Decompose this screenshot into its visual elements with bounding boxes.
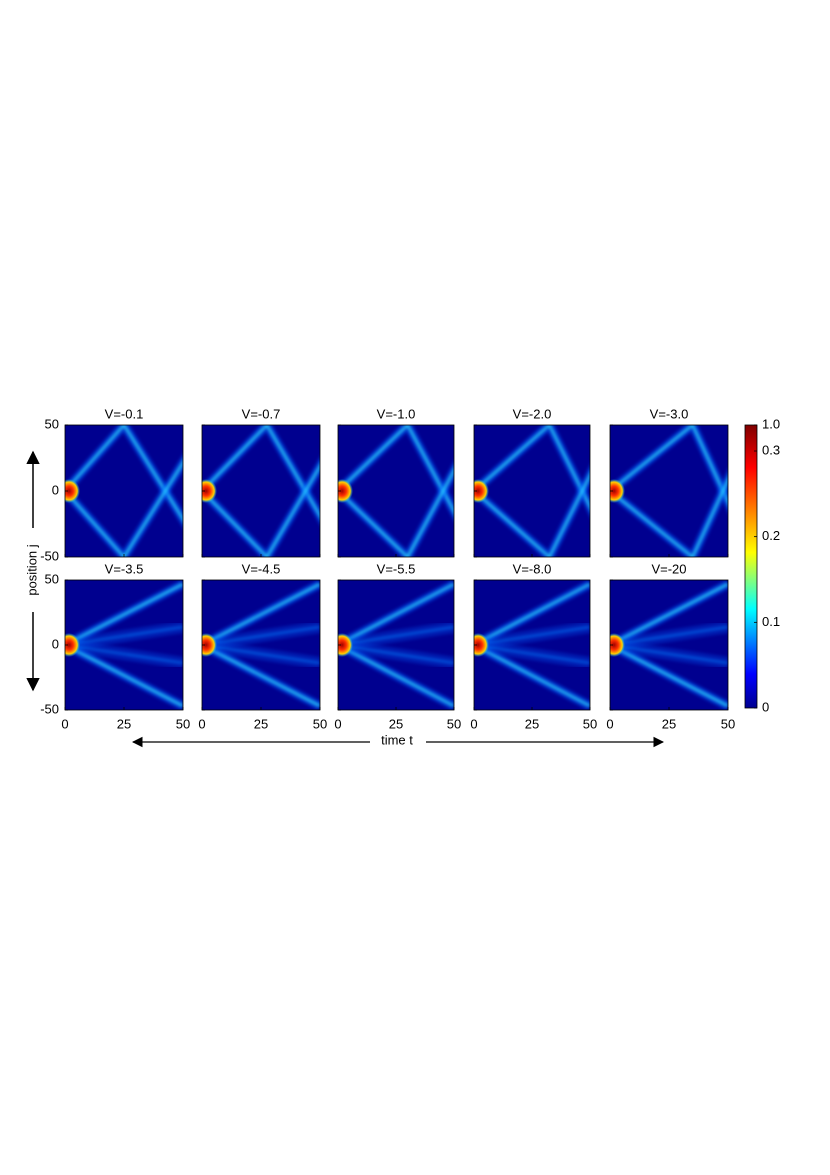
hot-spot	[610, 479, 625, 503]
wavefront	[65, 644, 183, 664]
wavefront	[202, 643, 320, 708]
wavefront	[202, 425, 320, 519]
heatmap-background	[474, 425, 590, 557]
wavefront	[474, 582, 590, 647]
panel-title: V=-8.0	[513, 561, 552, 576]
heatmap	[338, 425, 454, 557]
colorbar-tick-label: 0	[762, 699, 769, 714]
colorbar-tick-label: 0.1	[762, 614, 780, 629]
heatmap-background	[338, 425, 454, 557]
heatmap	[610, 580, 728, 710]
wavefront	[474, 425, 590, 510]
x-tick-label: 0	[334, 716, 341, 731]
x-tick-label: 25	[662, 716, 676, 731]
colorbar-tick-label: 0.3	[762, 442, 780, 457]
panel-title: V=-4.5	[242, 561, 281, 576]
x-tick-label: 0	[470, 716, 477, 731]
panel-title: V=-5.5	[377, 561, 416, 576]
wavefront	[338, 425, 454, 514]
wavefront	[610, 477, 728, 557]
x-tick-label: 50	[313, 716, 327, 731]
hot-spot	[474, 633, 489, 657]
wavefront	[202, 463, 320, 557]
y-tick-label: -50	[40, 701, 59, 716]
heatmap	[202, 425, 320, 557]
x-tick-label: 25	[254, 716, 268, 731]
panel-title: V=-3.5	[105, 561, 144, 576]
y-tick-label: 0	[52, 636, 59, 651]
label-bg	[25, 528, 41, 612]
panel-title: V=-0.7	[242, 406, 281, 421]
y-tick-label: 0	[52, 482, 59, 497]
heatmap	[65, 580, 183, 710]
x-tick-label: 25	[389, 716, 403, 731]
hot-spot	[610, 633, 625, 657]
panel-title: V=-3.0	[650, 406, 689, 421]
colorbar-tick-label: 0.2	[762, 528, 780, 543]
hot-spot	[474, 479, 489, 503]
x-tick-label: 50	[447, 716, 461, 731]
wavefront	[610, 425, 728, 505]
x-tick-label: 0	[606, 716, 613, 731]
hot-spot	[202, 633, 217, 657]
hot-spot	[65, 479, 80, 503]
y-tick-label: 50	[45, 416, 59, 431]
heatmap	[474, 425, 590, 557]
label-bg	[370, 733, 426, 751]
hot-spot	[65, 633, 80, 657]
hot-spot	[202, 479, 217, 503]
panel-title: V=-1.0	[377, 406, 416, 421]
x-tick-label: 25	[525, 716, 539, 731]
heatmap	[338, 580, 454, 710]
hot-spot	[338, 479, 353, 503]
x-axis-label: time t	[381, 732, 413, 747]
y-tick-label: -50	[40, 548, 59, 563]
wavefront	[474, 643, 590, 708]
wavefront	[65, 582, 183, 647]
wavefront	[65, 425, 183, 522]
x-tick-label: 0	[198, 716, 205, 731]
wavefront	[610, 582, 728, 647]
wavefront	[474, 472, 590, 557]
wavefront	[202, 582, 320, 647]
heatmap	[202, 580, 320, 710]
colorbar	[744, 424, 758, 709]
wavefront	[338, 468, 454, 557]
wavefront	[610, 643, 728, 708]
wavefront	[338, 643, 454, 708]
x-tick-label: 25	[117, 716, 131, 731]
y-tick-label: 50	[45, 571, 59, 586]
heatmap	[474, 580, 590, 710]
wavefront	[338, 582, 454, 647]
colorbar-tick-label: 1.0	[762, 416, 780, 431]
wavefront	[202, 644, 320, 664]
panel-title: V=-2.0	[513, 406, 552, 421]
panel-title: V=-20	[651, 561, 686, 576]
wavefront	[338, 644, 454, 664]
hot-spot	[338, 633, 353, 657]
wavefront	[474, 644, 590, 664]
x-tick-label: 50	[176, 716, 190, 731]
heatmap	[610, 425, 728, 557]
x-tick-label: 0	[61, 716, 68, 731]
heatmap	[65, 425, 183, 557]
y-axis-label: position j	[24, 544, 39, 595]
wavefront	[610, 644, 728, 664]
panel-title: V=-0.1	[105, 406, 144, 421]
x-tick-label: 50	[721, 716, 735, 731]
wavefront	[65, 460, 183, 557]
x-tick-label: 50	[583, 716, 597, 731]
wavefront	[65, 643, 183, 708]
